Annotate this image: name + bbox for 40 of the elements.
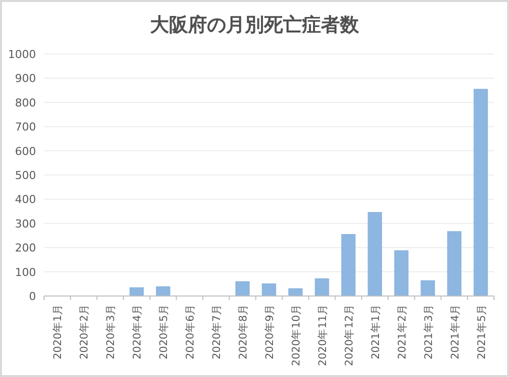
x-tick-label: 2020年4月 xyxy=(132,304,144,360)
bar xyxy=(130,287,144,296)
y-tick-label: 1000 xyxy=(8,48,36,61)
x-tick-label: 2020年7月 xyxy=(211,304,224,360)
bar xyxy=(447,231,462,296)
bar xyxy=(235,281,250,296)
x-tick-label: 2021年1月 xyxy=(370,304,382,360)
y-tick-label: 900 xyxy=(15,72,36,86)
x-tick-label: 2020年3月 xyxy=(105,304,118,360)
bar xyxy=(262,283,276,296)
bar xyxy=(314,278,330,296)
x-tick-label: 2020年1月 xyxy=(52,304,64,360)
x-tick-label: 2020年9月 xyxy=(264,304,276,360)
y-tick-label: 100 xyxy=(15,266,36,279)
y-tick-label: 200 xyxy=(15,242,36,255)
x-tick-label: 2020年11月 xyxy=(316,304,329,366)
x-tick-label: 2021年5月 xyxy=(476,304,488,360)
x-tick-label: 2020年6月 xyxy=(184,304,197,360)
y-tick-label: 700 xyxy=(15,120,36,134)
x-tick-label: 2021年4月 xyxy=(449,304,462,360)
y-tick-label: 0 xyxy=(29,290,36,303)
x-tick-label: 2020年8月 xyxy=(238,304,250,360)
y-tick-label: 800 xyxy=(15,96,36,110)
bar xyxy=(420,280,435,296)
bar xyxy=(368,212,382,296)
x-tick-label: 2021年2月 xyxy=(396,304,408,360)
bar xyxy=(341,234,356,296)
y-tick-label: 500 xyxy=(15,169,36,182)
y-tick-label: 300 xyxy=(15,217,36,230)
x-tick-label: 2020年12月 xyxy=(343,304,356,366)
y-tick-label: 400 xyxy=(15,193,36,206)
x-tick-label: 2020年5月 xyxy=(158,304,170,360)
bar xyxy=(474,88,488,296)
y-tick-label: 600 xyxy=(15,144,36,158)
bar xyxy=(156,286,170,296)
x-tick-label: 2021年3月 xyxy=(422,304,435,360)
x-tick-label: 2020年2月 xyxy=(78,304,91,360)
bar xyxy=(394,250,408,296)
x-tick-label: 2020年10月 xyxy=(290,304,302,366)
chart-title: 大阪府の月別死亡症者数 xyxy=(150,14,360,36)
